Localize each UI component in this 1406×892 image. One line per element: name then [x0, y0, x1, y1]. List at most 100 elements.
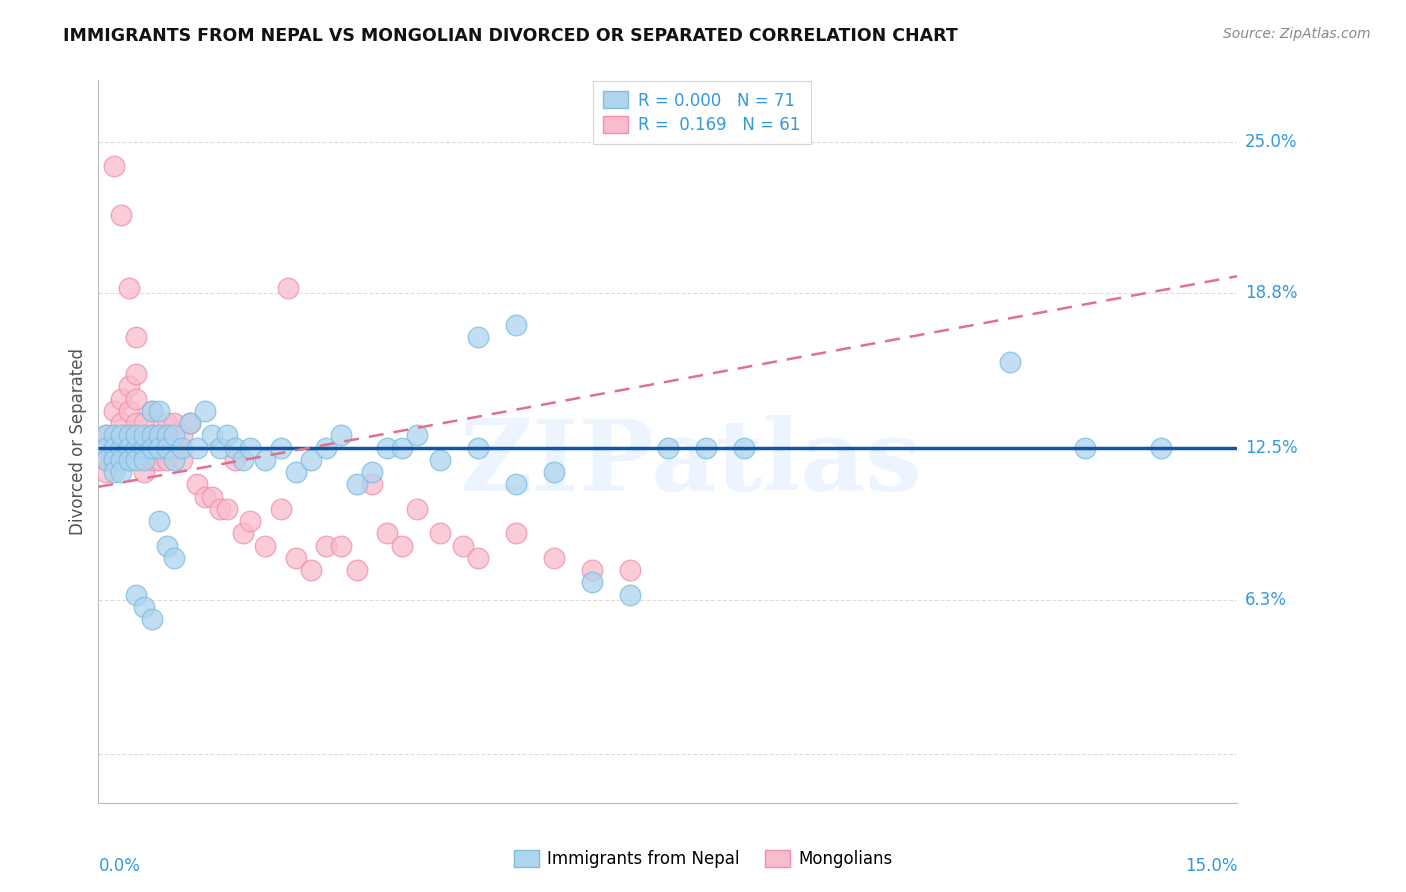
Point: [505, 526, 527, 541]
Point: [186, 477, 208, 491]
Point: [998, 355, 1021, 369]
Point: [239, 514, 262, 528]
Point: [163, 416, 186, 430]
Point: [346, 563, 368, 577]
Legend: R = 0.000   N = 71, R =  0.169   N = 61: R = 0.000 N = 71, R = 0.169 N = 61: [593, 81, 811, 145]
Point: [125, 441, 148, 455]
Point: [232, 526, 254, 541]
Point: [125, 588, 148, 602]
Point: [125, 428, 148, 442]
Point: [141, 404, 163, 418]
Point: [125, 416, 148, 430]
Point: [284, 465, 307, 479]
Point: [118, 428, 141, 442]
Point: [695, 441, 717, 455]
Text: 6.3%: 6.3%: [1244, 591, 1286, 608]
Point: [156, 441, 179, 455]
Point: [467, 330, 489, 344]
Point: [148, 514, 170, 528]
Point: [132, 428, 155, 442]
Point: [194, 490, 217, 504]
Point: [103, 465, 125, 479]
Point: [581, 563, 603, 577]
Point: [103, 453, 125, 467]
Point: [375, 441, 398, 455]
Point: [103, 428, 125, 442]
Text: 0.0%: 0.0%: [98, 856, 141, 875]
Point: [186, 441, 208, 455]
Point: [141, 404, 163, 418]
Point: [406, 428, 429, 442]
Point: [163, 550, 186, 565]
Point: [118, 281, 141, 295]
Point: [132, 416, 155, 430]
Point: [733, 441, 755, 455]
Point: [217, 502, 239, 516]
Point: [103, 441, 125, 455]
Point: [141, 612, 163, 626]
Point: [94, 453, 117, 467]
Point: [132, 599, 155, 614]
Point: [132, 441, 155, 455]
Point: [254, 539, 277, 553]
Point: [224, 441, 246, 455]
Point: [103, 428, 125, 442]
Point: [254, 453, 277, 467]
Point: [299, 563, 322, 577]
Point: [110, 441, 132, 455]
Point: [239, 441, 262, 455]
Point: [141, 428, 163, 442]
Point: [467, 550, 489, 565]
Point: [270, 502, 292, 516]
Point: [103, 404, 125, 418]
Point: [170, 428, 193, 442]
Point: [156, 428, 179, 442]
Point: [581, 575, 603, 590]
Y-axis label: Divorced or Separated: Divorced or Separated: [69, 348, 87, 535]
Point: [141, 441, 163, 455]
Point: [132, 465, 155, 479]
Point: [657, 441, 679, 455]
Point: [346, 477, 368, 491]
Point: [179, 416, 201, 430]
Point: [110, 453, 132, 467]
Point: [110, 428, 132, 442]
Point: [132, 441, 155, 455]
Point: [451, 539, 474, 553]
Point: [94, 428, 117, 442]
Text: 12.5%: 12.5%: [1244, 439, 1298, 457]
Point: [179, 416, 201, 430]
Point: [94, 441, 117, 455]
Point: [132, 453, 155, 467]
Point: [505, 477, 527, 491]
Point: [208, 502, 231, 516]
Point: [277, 281, 299, 295]
Point: [148, 453, 170, 467]
Text: Source: ZipAtlas.com: Source: ZipAtlas.com: [1223, 27, 1371, 41]
Point: [103, 159, 125, 173]
Point: [148, 428, 170, 442]
Point: [110, 208, 132, 222]
Point: [224, 453, 246, 467]
Point: [156, 539, 179, 553]
Point: [201, 428, 224, 442]
Point: [125, 453, 148, 467]
Point: [391, 441, 413, 455]
Point: [170, 453, 193, 467]
Point: [118, 428, 141, 442]
Point: [94, 453, 117, 467]
Text: 25.0%: 25.0%: [1244, 133, 1298, 151]
Point: [330, 428, 353, 442]
Point: [118, 379, 141, 393]
Point: [429, 526, 451, 541]
Point: [125, 392, 148, 406]
Point: [217, 428, 239, 442]
Point: [94, 465, 117, 479]
Point: [375, 526, 398, 541]
Point: [284, 550, 307, 565]
Point: [118, 404, 141, 418]
Point: [505, 318, 527, 333]
Point: [391, 539, 413, 553]
Point: [360, 465, 382, 479]
Point: [163, 441, 186, 455]
